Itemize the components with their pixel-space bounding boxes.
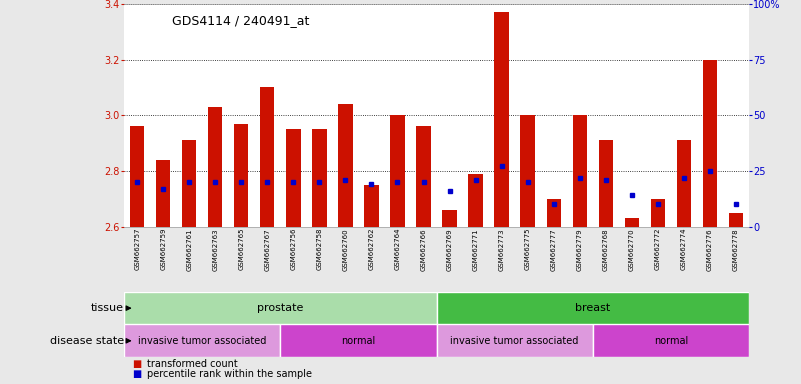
Bar xyxy=(280,324,437,357)
Bar xyxy=(260,88,275,227)
Bar xyxy=(469,174,483,227)
Bar xyxy=(598,140,613,227)
Bar xyxy=(156,160,171,227)
Text: normal: normal xyxy=(654,336,688,346)
Bar xyxy=(364,185,379,227)
Bar xyxy=(677,140,691,227)
Text: transformed count: transformed count xyxy=(147,359,237,369)
Bar xyxy=(286,129,300,227)
Bar xyxy=(437,292,749,324)
Bar xyxy=(417,126,431,227)
Bar xyxy=(312,129,327,227)
Bar xyxy=(124,292,437,324)
Text: ■: ■ xyxy=(132,369,142,379)
Text: ■: ■ xyxy=(132,359,142,369)
Bar xyxy=(593,324,749,357)
Text: tissue: tissue xyxy=(91,303,124,313)
Bar xyxy=(650,199,665,227)
Text: invasive tumor associated: invasive tumor associated xyxy=(138,336,267,346)
Text: prostate: prostate xyxy=(257,303,304,313)
Bar xyxy=(546,199,561,227)
Text: normal: normal xyxy=(341,336,376,346)
Bar xyxy=(130,126,144,227)
Text: percentile rank within the sample: percentile rank within the sample xyxy=(147,369,312,379)
Bar xyxy=(338,104,352,227)
Bar xyxy=(124,324,280,357)
Bar xyxy=(234,124,248,227)
Bar xyxy=(702,60,717,227)
Text: GDS4114 / 240491_at: GDS4114 / 240491_at xyxy=(172,14,310,27)
Bar xyxy=(625,218,639,227)
Text: disease state: disease state xyxy=(50,336,124,346)
Bar xyxy=(442,210,457,227)
Bar xyxy=(573,115,587,227)
Text: invasive tumor associated: invasive tumor associated xyxy=(450,336,579,346)
Bar xyxy=(208,107,223,227)
Bar xyxy=(494,12,509,227)
Bar xyxy=(390,115,405,227)
Bar xyxy=(437,324,593,357)
Text: breast: breast xyxy=(575,303,610,313)
Bar xyxy=(729,213,743,227)
Bar xyxy=(521,115,535,227)
Bar xyxy=(182,140,196,227)
